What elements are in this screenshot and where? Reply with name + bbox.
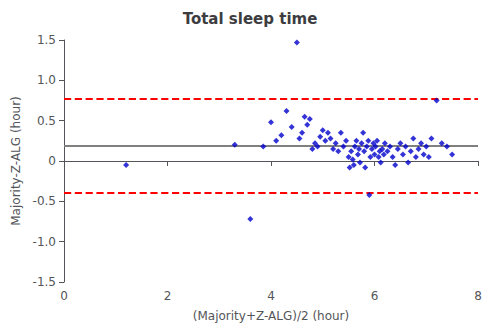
svg-text:0: 0 [60, 289, 68, 303]
svg-text:-0.5: -0.5 [33, 194, 56, 208]
svg-text:6: 6 [371, 289, 379, 303]
svg-text:Total sleep time: Total sleep time [183, 10, 318, 28]
svg-text:4: 4 [267, 289, 275, 303]
svg-text:-1.5: -1.5 [33, 275, 56, 289]
svg-text:1.0: 1.0 [37, 73, 56, 87]
svg-text:-1.0: -1.0 [33, 235, 56, 249]
svg-text:Majority-Z-ALG (hour): Majority-Z-ALG (hour) [9, 96, 23, 226]
svg-text:8: 8 [474, 289, 482, 303]
svg-text:1.5: 1.5 [37, 33, 56, 47]
svg-text:(Majority+Z-ALG)/2 (hour): (Majority+Z-ALG)/2 (hour) [193, 309, 350, 323]
svg-text:0.5: 0.5 [37, 114, 56, 128]
svg-text:2: 2 [164, 289, 172, 303]
svg-text:0: 0 [48, 154, 56, 168]
